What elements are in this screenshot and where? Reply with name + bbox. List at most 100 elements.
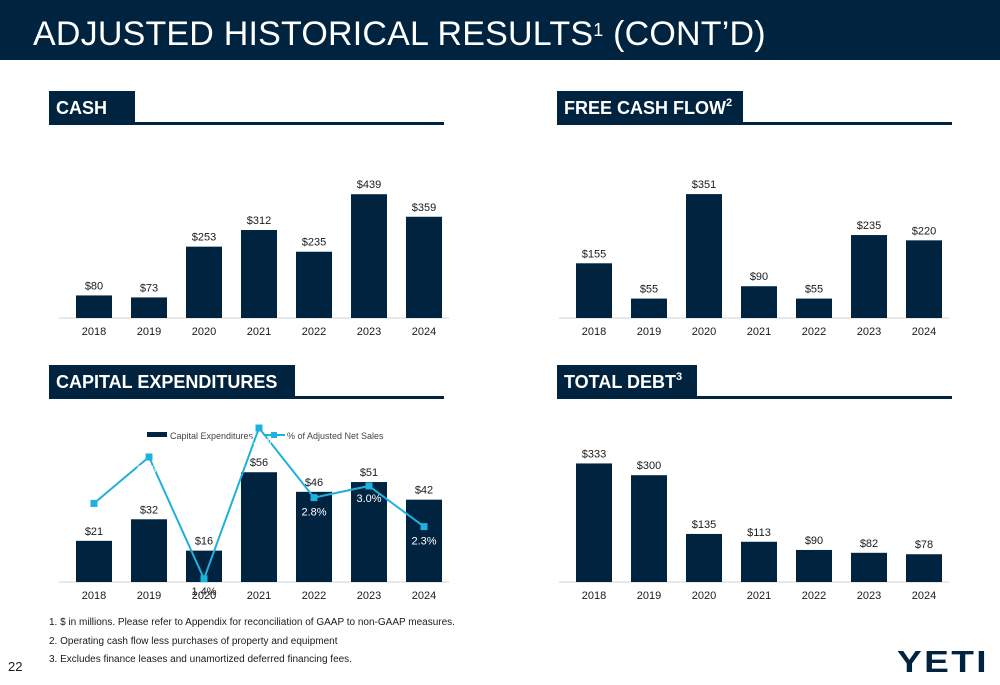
debt-bar-2020 bbox=[686, 533, 722, 582]
debt-value-label-2019: $300 bbox=[637, 460, 661, 472]
page-title: ADJUSTED HISTORICAL RESULTS1 (CONT’D) bbox=[33, 14, 766, 54]
cash-value-label-2023: $439 bbox=[357, 179, 381, 191]
fcf-value-label-2022: $55 bbox=[805, 284, 823, 296]
capex-value-label-2018: $21 bbox=[85, 526, 103, 538]
cash-tick-label-2022: 2022 bbox=[302, 326, 326, 338]
fcf-tick-label-2021: 2021 bbox=[747, 326, 771, 338]
capex-legend-line-marker bbox=[271, 432, 277, 438]
fcf-bar-2018 bbox=[576, 263, 612, 318]
fcf-tick-label-2020: 2020 bbox=[692, 326, 716, 338]
fcf-tick-label-2022: 2022 bbox=[802, 326, 826, 338]
yeti-logo: YETI bbox=[897, 645, 989, 677]
capex-percent-marker-2021 bbox=[255, 424, 263, 432]
capex-bar-2024 bbox=[406, 499, 442, 582]
section-tab-total-debt: TOTAL DEBT3 bbox=[557, 365, 697, 399]
section-rule-free-cash-flow bbox=[557, 122, 952, 125]
capex-percent-marker-2022 bbox=[310, 494, 318, 502]
fcf-bar-2023 bbox=[851, 235, 887, 318]
section-footnote-ref-free-cash-flow: 2 bbox=[726, 97, 733, 109]
debt-value-label-2020: $135 bbox=[692, 519, 716, 531]
fcf-value-label-2024: $220 bbox=[912, 225, 936, 237]
capex-percent-marker-2023 bbox=[365, 482, 373, 490]
fcf-value-label-2020: $351 bbox=[692, 179, 716, 191]
capex-value-label-2021: $56 bbox=[250, 457, 268, 469]
fcf-value-label-2023: $235 bbox=[857, 220, 881, 232]
cash-bar-2020 bbox=[186, 246, 222, 318]
capex-percent-label-2020: 1.4% bbox=[191, 586, 216, 598]
page-title-text: ADJUSTED HISTORICAL RESULTS bbox=[33, 15, 594, 53]
debt-value-label-2018: $333 bbox=[582, 448, 606, 460]
cash-tick-label-2019: 2019 bbox=[137, 326, 161, 338]
capex-tick-label-2023: 2023 bbox=[357, 590, 381, 602]
fcf-tick-label-2018: 2018 bbox=[582, 326, 606, 338]
section-rule-cash bbox=[49, 122, 444, 125]
header-bar bbox=[0, 0, 1000, 60]
capex-percent-marker-2019 bbox=[145, 453, 153, 461]
section-rule-capital-expenditures bbox=[49, 396, 444, 399]
capex-percent-marker-2020 bbox=[200, 575, 208, 583]
capex-tick-label-2020: 2020 bbox=[192, 590, 216, 602]
section-rule-total-debt bbox=[557, 396, 952, 399]
capex-value-label-2019: $32 bbox=[140, 504, 158, 516]
cash-tick-label-2023: 2023 bbox=[357, 326, 381, 338]
cash-tick-label-2021: 2021 bbox=[247, 326, 271, 338]
debt-value-label-2021: $113 bbox=[747, 527, 771, 539]
capex-percent-marker-2018 bbox=[90, 499, 98, 507]
cash-tick-label-2020: 2020 bbox=[192, 326, 216, 338]
cash-bar-2018 bbox=[76, 295, 112, 318]
section-title-cash: CASH bbox=[56, 98, 108, 118]
debt-tick-label-2024: 2024 bbox=[912, 590, 936, 602]
cash-value-label-2020: $253 bbox=[192, 232, 216, 244]
capex-value-label-2024: $42 bbox=[415, 485, 433, 497]
cash-chart: $80 2018 $73 2019 $253 2020 $312 2021 $235 2022 $4… bbox=[59, 179, 449, 338]
section-tab-free-cash-flow: FREE CASH FLOW2 bbox=[557, 91, 743, 125]
cash-value-label-2018: $80 bbox=[85, 280, 103, 292]
fcf-bar-2022 bbox=[796, 298, 832, 318]
capex-bar-2021 bbox=[241, 472, 277, 582]
page-title-footnote-ref: 1 bbox=[593, 20, 604, 40]
cash-value-label-2019: $73 bbox=[140, 282, 158, 294]
debt-bar-2019 bbox=[631, 475, 667, 582]
cash-value-label-2024: $359 bbox=[412, 202, 436, 214]
section-tab-cash: CASH bbox=[49, 91, 135, 125]
section-tab-capital-expenditures: CAPITAL EXPENDITURES bbox=[49, 365, 295, 399]
footnote-3: 3. Excludes finance leases and unamortiz… bbox=[49, 654, 352, 665]
yeti-logo-text: YETI bbox=[897, 645, 989, 677]
footnotes: 1. $ in millions. Please refer to Append… bbox=[49, 614, 455, 670]
cash-bar-2024 bbox=[406, 216, 442, 318]
capex-percent-marker-2024 bbox=[420, 523, 428, 531]
capex-bar-2018 bbox=[76, 540, 112, 582]
capex-value-label-2023: $51 bbox=[360, 467, 378, 479]
fcf-value-label-2019: $55 bbox=[640, 284, 658, 296]
section-title-capital-expenditures: CAPITAL EXPENDITURES bbox=[56, 372, 278, 392]
capex-tick-label-2022: 2022 bbox=[302, 590, 326, 602]
debt-tick-label-2019: 2019 bbox=[637, 590, 661, 602]
page-number: 22 bbox=[8, 659, 23, 674]
fcf-bar-2024 bbox=[906, 240, 942, 318]
debt-bar-2022 bbox=[796, 549, 832, 582]
cash-bar-2023 bbox=[351, 194, 387, 318]
debt-tick-label-2022: 2022 bbox=[802, 590, 826, 602]
capex-percent-label-2022: 2.8% bbox=[301, 507, 326, 519]
capex-bar-2023 bbox=[351, 482, 387, 582]
debt-value-label-2023: $82 bbox=[860, 538, 878, 550]
capital-expenditures-chart: Capital Expenditures % of Adjusted Net Sa… bbox=[59, 424, 449, 602]
section-title-free-cash-flow: FREE CASH FLOW bbox=[564, 98, 726, 118]
cash-bar-2022 bbox=[296, 251, 332, 318]
capex-bar-2019 bbox=[131, 519, 167, 582]
debt-bar-2018 bbox=[576, 463, 612, 582]
capex-tick-label-2021: 2021 bbox=[247, 590, 271, 602]
debt-value-label-2024: $78 bbox=[915, 539, 933, 551]
cash-tick-label-2018: 2018 bbox=[82, 326, 106, 338]
capex-tick-label-2024: 2024 bbox=[412, 590, 436, 602]
debt-bar-2024 bbox=[906, 554, 942, 582]
capex-value-label-2020: $16 bbox=[195, 536, 213, 548]
cash-value-label-2022: $235 bbox=[302, 237, 326, 249]
debt-tick-label-2018: 2018 bbox=[582, 590, 606, 602]
fcf-bar-2019 bbox=[631, 298, 667, 318]
fcf-tick-label-2024: 2024 bbox=[912, 326, 936, 338]
fcf-bar-2020 bbox=[686, 194, 722, 318]
capex-legend-bar-swatch bbox=[147, 432, 167, 437]
page-title-suffix: (CONT’D) bbox=[603, 15, 766, 53]
cash-bar-2021 bbox=[241, 230, 277, 318]
